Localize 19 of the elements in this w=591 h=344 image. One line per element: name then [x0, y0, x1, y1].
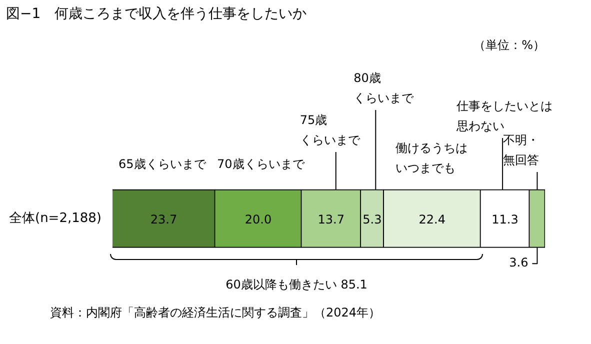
series-label: 働けるうちはいつまでも — [396, 141, 468, 175]
data-label: 20.0 — [244, 212, 272, 227]
data-label: 22.4 — [418, 212, 446, 227]
text: 仕事をしたいとは思わない — [456, 99, 553, 133]
series-label: 70歳くらいまで — [216, 157, 306, 171]
series-label: 不明・無回答 — [503, 133, 540, 167]
data-label: 5.3 — [362, 212, 382, 227]
text: 75歳くらいまで — [300, 113, 361, 147]
chart-title: 図−1 何歳ころまで収入を伴う仕事をしたいか — [6, 6, 307, 22]
chart-subtitle: （単位：%） — [474, 38, 545, 52]
data-label: 13.7 — [318, 212, 344, 227]
y-tick-label: 全体(n=2,188) — [8, 210, 102, 226]
data-label: 3.6 — [509, 256, 528, 270]
series-label: 65歳くらいまで — [118, 157, 207, 171]
text: 80歳くらいまで — [354, 71, 415, 105]
data-label: 11.3 — [492, 212, 518, 227]
text: 60歳以降も働きたい 85.1 — [226, 278, 368, 292]
data-label: 23.7 — [150, 212, 178, 227]
text: 資料：内閣府「高齢者の経済生活に関する調査」（2024年） — [50, 306, 381, 320]
